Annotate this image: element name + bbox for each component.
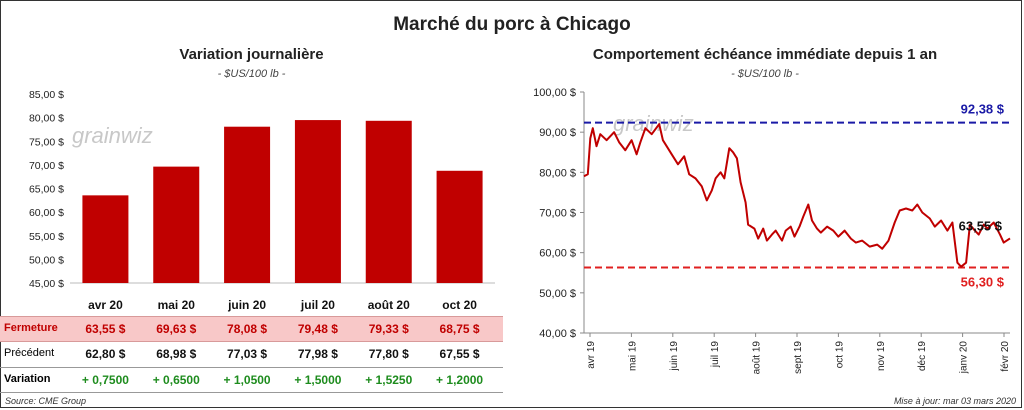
- x-tick-label: mai 19: [627, 341, 638, 371]
- bar: [294, 120, 341, 283]
- y-tick-label: 50,00 $: [29, 254, 64, 266]
- table-cell: + 1,5250: [365, 373, 413, 387]
- x-tick-label: juin 19: [669, 341, 680, 372]
- y-tick-label: 85,00 $: [29, 89, 64, 101]
- table-cell: 68,75 $: [439, 322, 480, 336]
- source-note: Source: CME Group: [5, 396, 87, 406]
- bar: [365, 120, 412, 284]
- y-tick-label: 90,00 $: [539, 127, 576, 139]
- table-cell: + 1,5000: [294, 373, 342, 387]
- bar-chart: grainwiz 45,00 $ 50,00 $ 55,00 $ 60,00 $ 65,0…: [29, 89, 495, 312]
- update-note: Mise à jour: mar 03 mars 2020: [893, 396, 1016, 406]
- high-value-label: 92,38 $: [961, 102, 1005, 117]
- bar: [153, 166, 200, 283]
- y-tick-label: 75,00 $: [29, 136, 64, 148]
- row-label: Fermeture: [4, 322, 58, 334]
- table-cell: + 1,2000: [436, 373, 484, 387]
- y-tick-label: 40,00 $: [539, 328, 576, 340]
- y-tick-label: 80,00 $: [539, 167, 576, 179]
- x-tick-label: avr 19: [586, 341, 597, 369]
- table-cell: 68,98 $: [156, 347, 197, 361]
- x-tick-label: juin 20: [227, 298, 266, 312]
- table-cell: 63,55 $: [85, 322, 126, 336]
- table-cell: 77,98 $: [297, 347, 338, 361]
- x-tick-label: août 20: [368, 298, 410, 312]
- table-cell: 78,08 $: [227, 322, 268, 336]
- x-tick-label: nov 19: [876, 341, 887, 371]
- left-chart-title: Variation journalière: [179, 46, 324, 63]
- x-tick-label: oct 19: [834, 341, 845, 369]
- table-row: Précédent 62,80 $ 68,98 $ 77,03 $ 77,98 $ 77,…: [0, 342, 503, 366]
- x-tick-label: mai 20: [158, 298, 196, 312]
- row-label: Variation: [4, 373, 51, 385]
- x-tick-label: juil 19: [710, 341, 721, 369]
- left-chart-subtitle: - $US/100 lb -: [217, 68, 286, 80]
- low-value-label: 56,30 $: [961, 275, 1005, 290]
- y-tick-label: 70,00 $: [539, 208, 576, 220]
- table-cell: + 0,7500: [81, 373, 129, 387]
- x-tick-label: oct 20: [442, 298, 477, 312]
- y-tick-label: 70,00 $: [29, 160, 64, 172]
- table-cell: 77,80 $: [368, 347, 409, 361]
- x-tick-label: janv 20: [959, 341, 970, 375]
- table-cell: 79,48 $: [297, 322, 338, 336]
- bar: [436, 170, 483, 283]
- y-tick-label: 60,00 $: [29, 207, 64, 219]
- table-cell: 79,33 $: [368, 322, 409, 336]
- row-label: Précédent: [4, 347, 55, 359]
- x-tick-label: août 19: [752, 341, 763, 375]
- x-tick-label: févr 20: [1000, 341, 1011, 372]
- right-chart-subtitle: - $US/100 lb -: [731, 68, 799, 80]
- x-tick-label: juil 20: [300, 298, 335, 312]
- x-tick-label: déc 19: [917, 341, 928, 371]
- price-series-line: [583, 123, 1011, 268]
- x-tick-label: avr 20: [88, 298, 123, 312]
- bar: [224, 126, 271, 284]
- table-cell: 62,80 $: [85, 347, 126, 361]
- y-tick-label: 65,00 $: [29, 184, 64, 196]
- table-cell: 77,03 $: [227, 347, 268, 361]
- y-tick-label: 60,00 $: [539, 248, 576, 260]
- table-row: Variation + 0,7500 + 0,6500 + 1,0500 + 1,500…: [0, 367, 503, 393]
- main-title: Marché du porc à Chicago: [393, 14, 631, 35]
- y-tick-label: 80,00 $: [29, 113, 64, 125]
- table-cell: + 1,0500: [223, 373, 271, 387]
- right-chart-title: Comportement échéance immédiate depuis 1…: [592, 46, 938, 63]
- y-tick-label: 45,00 $: [29, 278, 64, 290]
- bar: [82, 195, 129, 283]
- y-tick-label: 50,00 $: [539, 288, 576, 300]
- x-tick-label: sept 19: [793, 341, 804, 374]
- table-cell: + 0,6500: [152, 373, 200, 387]
- last-value-label: 63,55 $: [959, 218, 1003, 233]
- y-tick-label: 55,00 $: [29, 231, 64, 243]
- table-cell: 67,55 $: [439, 347, 480, 361]
- y-tick-label: 100,00 $: [533, 87, 576, 99]
- table-row: Fermeture 63,55 $ 69,63 $ 78,08 $ 79,48 $ 79,…: [0, 316, 503, 342]
- table-cell: 69,63 $: [156, 322, 197, 336]
- watermark: grainwiz: [72, 123, 153, 148]
